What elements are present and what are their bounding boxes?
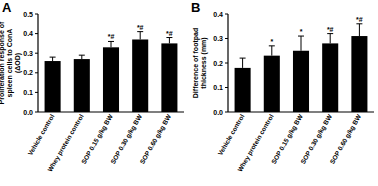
y-tick-label: 0.0 [23, 109, 33, 116]
y-tick-label: 0.0 [213, 109, 223, 116]
error-stem [111, 41, 112, 47]
bar [74, 59, 90, 112]
x-tick-label: Vehicle control [216, 113, 245, 157]
error-bar [240, 58, 246, 68]
y-tick-label: 0.4 [23, 30, 33, 37]
error-stem [169, 38, 170, 44]
error-bar [166, 38, 172, 44]
significance-mark: *# [356, 16, 363, 23]
x-tick-label: SOP 0.60 g/kg BW [138, 112, 173, 165]
chart-panel: A Proliferation response ofspleen cells t… [0, 0, 184, 173]
x-tick-label: Whey protein control [236, 113, 276, 173]
bar [351, 36, 367, 112]
error-bar [137, 32, 143, 40]
x-tick-label: Whey protein control [46, 113, 86, 173]
y-tick-label: 0.3 [23, 50, 33, 57]
error-bar [108, 41, 114, 47]
marks [45, 32, 178, 112]
significance-mark: * [300, 28, 303, 35]
y-axis-label-line: Difference of footpad [192, 28, 200, 98]
y-axis-label: Proliferation response ofspleen cells to… [0, 21, 22, 105]
significance-mark: * [270, 38, 273, 45]
error-bar [50, 57, 56, 61]
x-axis [228, 111, 374, 112]
y-axis-label: Difference of footpadthickness (mm) [192, 28, 208, 98]
error-cap [79, 55, 85, 56]
error-cap [240, 58, 246, 59]
x-tick-label: SOP 0.30 g/kg BW [109, 112, 144, 165]
y-axis [227, 14, 228, 112]
x-tick-label: SOP 0.30 g/kg BW [299, 112, 334, 165]
y-tick-label: 0.1 [23, 89, 33, 96]
y-tick-label: 0.3 [213, 35, 223, 42]
error-stem [242, 58, 243, 68]
significance-mark: *# [137, 24, 144, 31]
y-tick-label: 0.1 [213, 84, 223, 91]
bar [322, 43, 338, 112]
x-tick-label: SOP 0.60 g/kg BW [328, 112, 363, 165]
error-bar [298, 36, 304, 51]
error-cap [269, 45, 275, 46]
y-axis-label-line: thickness (mm) [200, 37, 208, 88]
y-axis [37, 14, 38, 112]
bar [132, 39, 148, 112]
error-bar [356, 24, 362, 36]
bar [45, 61, 61, 112]
bar [161, 43, 177, 112]
error-stem [330, 34, 331, 44]
y-tick-label: 0.4 [213, 11, 223, 18]
x-tick-label: SOP 0.15 g/kg BW [270, 112, 305, 165]
y-axis-label-line: (ΔOD) [14, 53, 22, 73]
error-bar [79, 55, 85, 59]
x-axis [38, 111, 184, 112]
panel-label: A [2, 0, 12, 15]
chart-panel: B Difference of footpadthickness (mm) 0.0 0… [191, 0, 374, 173]
error-stem [81, 55, 82, 59]
error-bar [327, 34, 333, 44]
error-bar [269, 46, 275, 56]
error-cap [50, 57, 56, 58]
significance-mark: *# [166, 30, 173, 37]
bar [264, 56, 280, 112]
error-cap [298, 36, 304, 37]
y-tick-label: 0.2 [23, 69, 33, 76]
error-cap [108, 41, 114, 42]
y-tick-label: 0.2 [213, 60, 223, 67]
bar [293, 51, 309, 112]
error-cap [356, 23, 362, 24]
x-tick-label: Vehicle control [26, 113, 55, 157]
significance-mark: *# [108, 33, 115, 40]
error-cap [327, 33, 333, 34]
error-stem [140, 32, 141, 40]
error-cap [137, 31, 143, 32]
figure: A Proliferation response ofspleen cells t… [0, 0, 378, 186]
panel-label: B [191, 0, 200, 15]
error-cap [166, 37, 172, 38]
y-tick-label: 0.5 [23, 11, 33, 18]
marks [235, 24, 368, 112]
bar [103, 47, 119, 112]
significance-mark: *# [327, 26, 334, 33]
error-stem [52, 57, 53, 61]
error-stem [359, 24, 360, 36]
error-stem [301, 36, 302, 51]
x-tick-label: SOP 0.15 g/kg BW [80, 112, 115, 165]
error-stem [271, 46, 272, 56]
bar [235, 68, 251, 112]
y-axis-label-line: spleen cells to ConA [6, 29, 14, 98]
